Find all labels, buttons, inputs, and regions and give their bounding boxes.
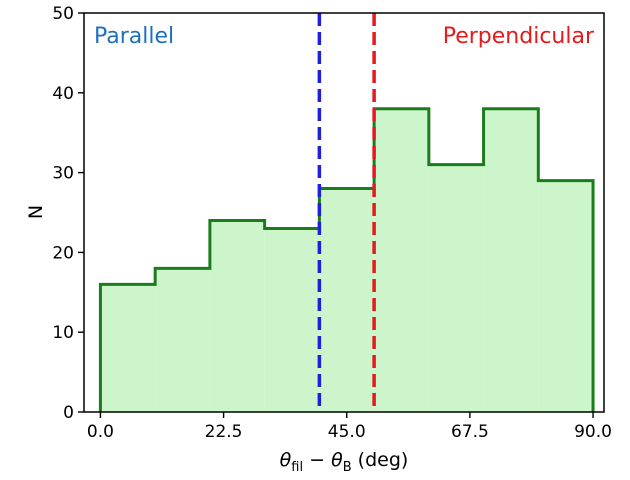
x-axis-label-minus: −: [303, 449, 331, 471]
annotation-parallel: Parallel: [94, 24, 174, 49]
y-tick-label: 40: [52, 84, 74, 104]
histogram-bar: [100, 284, 156, 412]
y-tick-label: 30: [52, 164, 74, 184]
x-axis-label-sub-b: B: [343, 460, 352, 475]
x-tick-label: 67.5: [451, 422, 489, 442]
plot-frame: [83, 12, 605, 413]
histogram-bar: [319, 188, 375, 412]
x-axis-label: θfil − θB (deg): [280, 449, 409, 475]
histogram-bar: [374, 108, 429, 412]
histogram-bars: [98, 107, 595, 412]
histogram-bar: [428, 164, 484, 412]
y-tick-label: 0: [63, 403, 74, 423]
x-axis-label-unit: (deg): [352, 449, 409, 471]
histogram-bar: [155, 268, 210, 412]
x-tick-label: 22.5: [205, 422, 243, 442]
y-tick-label: 50: [52, 4, 74, 24]
x-tick-label: 90.0: [574, 422, 612, 442]
histogram-outline: [98, 107, 595, 412]
y-tick-label: 10: [52, 323, 74, 343]
histogram-bar: [209, 220, 265, 412]
x-tick-label: 45.0: [328, 422, 366, 442]
x-axis-label-theta1: θ: [280, 449, 292, 471]
x-axis-label-theta2: θ: [331, 449, 343, 471]
x-axis-label-sub-fil: fil: [291, 460, 303, 475]
reference-lines: [317, 13, 376, 412]
histogram-bar: [264, 228, 320, 412]
y-tick-label: 20: [52, 243, 74, 263]
annotation-perpendicular: Perpendicular: [443, 24, 595, 49]
axis-ticks: 0.0 22.5 45.0 67.5 90.0 0 10 20 30 40 50: [52, 4, 612, 442]
histogram-bar: [483, 108, 539, 412]
histogram-bar: [538, 180, 594, 412]
x-tick-label: 0.0: [87, 422, 114, 442]
y-axis-label: N: [25, 205, 47, 219]
